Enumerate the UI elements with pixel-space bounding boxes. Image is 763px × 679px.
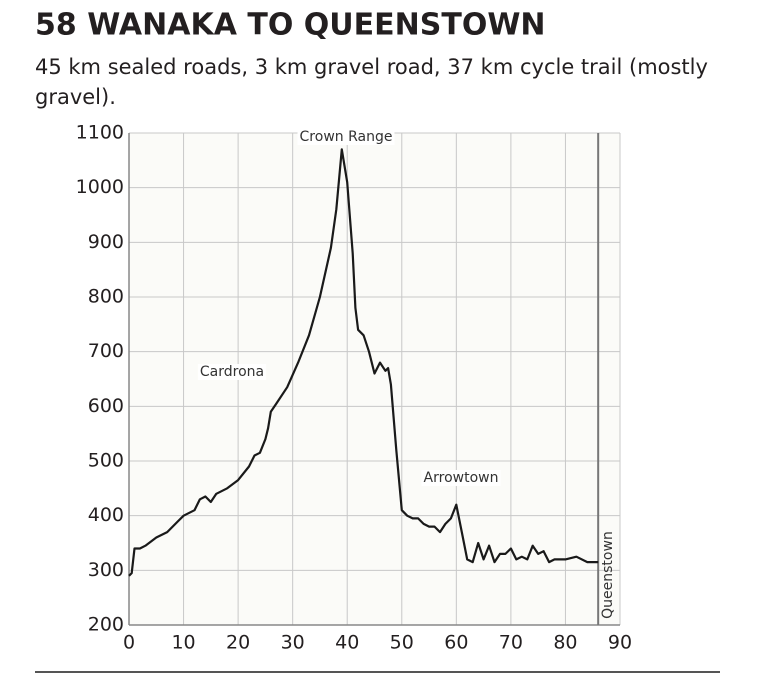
x-tick-label: 80: [553, 632, 577, 654]
annotation: Cardrona: [200, 364, 264, 380]
subtitle-line: gravel).: [35, 85, 116, 109]
annotation: Arrowtown: [424, 470, 499, 486]
y-tick-label: 1000: [76, 176, 124, 198]
y-tick-label: 700: [88, 340, 124, 362]
y-tick-label: 400: [88, 504, 124, 526]
x-tick-label: 50: [390, 632, 414, 654]
x-tick-label: 20: [226, 632, 250, 654]
x-tick-label: 0: [123, 632, 135, 654]
y-tick-label: 600: [88, 395, 124, 417]
y-tick-label: 800: [88, 286, 124, 308]
subtitle-line: 45 km sealed roads, 3 km gravel road, 37…: [35, 55, 708, 79]
x-tick-label: 70: [499, 632, 523, 654]
y-tick-label: 200: [88, 614, 124, 636]
annotation-bg: [197, 364, 267, 380]
x-tick-label: 30: [281, 632, 305, 654]
x-tick-label: 10: [171, 632, 195, 654]
y-tick-label: 500: [88, 450, 124, 472]
y-tick-label: 300: [88, 559, 124, 581]
marker-label: Queenstown: [600, 531, 616, 619]
x-tick-label: 90: [608, 632, 632, 654]
annotation: Crown Range: [300, 129, 393, 145]
chart-title: 58 WANAKA TO QUEENSTOWN: [35, 8, 546, 43]
elevation-line: [128, 148, 599, 577]
annotation-bg: [297, 129, 395, 145]
annotation-bg: [421, 470, 501, 486]
x-tick-label: 60: [444, 632, 468, 654]
x-tick-label: 40: [335, 632, 359, 654]
y-tick-label: 900: [88, 231, 124, 253]
y-tick-label: 1100: [76, 122, 124, 144]
